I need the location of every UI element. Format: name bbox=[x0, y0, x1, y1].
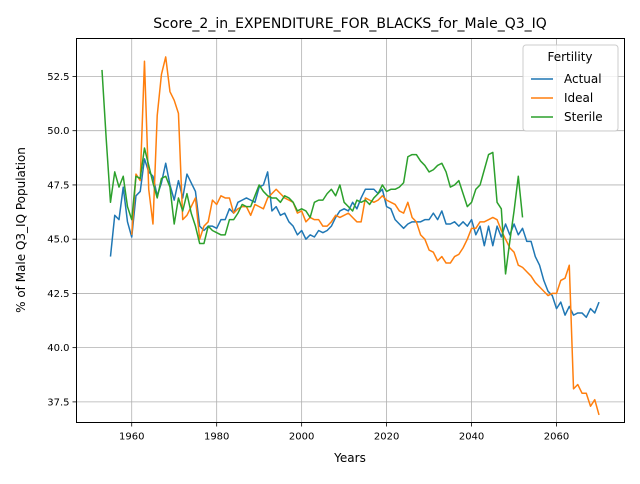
x-tick-label: 2040 bbox=[459, 432, 484, 443]
chart-title: Score_2_in_EXPENDITURE_FOR_BLACKS_for_Ma… bbox=[153, 16, 547, 32]
legend-box bbox=[522, 44, 619, 132]
x-axis-ticks: 1960 1980 2000 2020 2040 2060 bbox=[119, 422, 569, 443]
series-lines bbox=[101, 56, 600, 416]
series-line-sterile bbox=[101, 69, 524, 275]
x-tick-label: 1980 bbox=[204, 432, 229, 443]
x-axis-label: Years bbox=[333, 451, 366, 465]
legend-title: Fertility bbox=[547, 50, 592, 64]
y-tick-label: 47.5 bbox=[47, 180, 69, 191]
legend: Fertility Actual Ideal Sterile bbox=[522, 44, 619, 132]
y-tick-label: 50.0 bbox=[47, 126, 69, 137]
x-tick-label: 1960 bbox=[119, 432, 144, 443]
x-tick-label: 2000 bbox=[289, 432, 314, 443]
y-axis-ticks: 37.5 40.0 42.5 45.0 47.5 50.0 52.5 bbox=[47, 72, 77, 408]
y-tick-label: 45.0 bbox=[47, 235, 69, 246]
y-tick-label: 40.0 bbox=[47, 343, 69, 354]
x-tick-label: 2020 bbox=[374, 432, 399, 443]
legend-label-actual: Actual bbox=[564, 72, 602, 86]
y-tick-label: 42.5 bbox=[47, 289, 69, 300]
legend-label-ideal: Ideal bbox=[564, 91, 593, 105]
y-axis-label: % of Male Q3_IQ Population bbox=[14, 147, 28, 313]
plot-frame bbox=[76, 38, 625, 423]
series-line-ideal bbox=[130, 56, 600, 416]
legend-label-sterile: Sterile bbox=[564, 110, 603, 124]
legend-items: Actual Ideal Sterile bbox=[531, 72, 603, 124]
y-tick-label: 52.5 bbox=[47, 72, 69, 83]
x-tick-label: 2060 bbox=[544, 432, 569, 443]
y-tick-label: 37.5 bbox=[47, 397, 69, 408]
